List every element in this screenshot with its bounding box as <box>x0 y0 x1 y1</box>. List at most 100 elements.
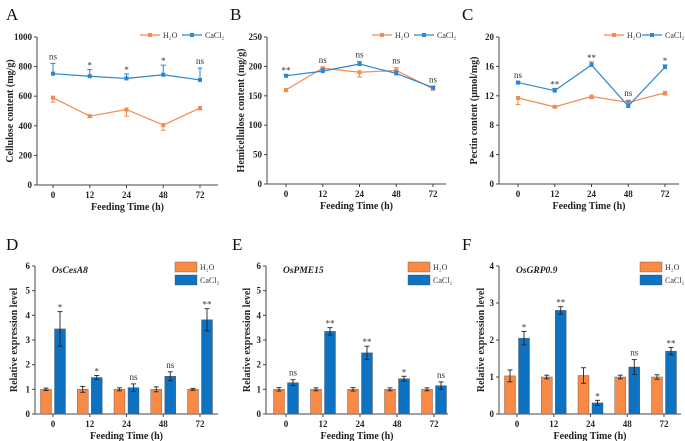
legend-swatch <box>407 274 431 286</box>
y-axis-label: Pectin content (μmol/mg) <box>469 57 480 165</box>
significance-label: ** <box>587 53 597 63</box>
y-tick-label: 20 <box>485 32 495 42</box>
data-point <box>516 80 520 85</box>
bar-h2o <box>384 389 396 415</box>
legend-label: H₂O <box>433 263 448 272</box>
legend-swatch <box>639 261 663 273</box>
x-tick-label: 48 <box>393 419 403 429</box>
x-tick-label: 24 <box>122 419 132 429</box>
x-tick-label: 48 <box>624 189 634 199</box>
data-point <box>124 76 129 81</box>
x-tick-label: 48 <box>392 189 402 199</box>
x-tick-label: 24 <box>122 190 132 200</box>
y-tick-label: 0 <box>490 179 495 189</box>
x-tick-label: 24 <box>586 419 596 429</box>
legend-marker <box>148 33 152 37</box>
legend-label: CaCl₂ <box>433 276 452 285</box>
panel-label: B <box>230 5 241 24</box>
legend-marker <box>380 33 384 37</box>
significance-label: ** <box>326 319 336 329</box>
data-point <box>51 71 55 76</box>
bar-cacl2 <box>665 350 677 415</box>
data-point <box>663 90 667 95</box>
series-line-cacl2 <box>517 64 666 107</box>
legend-marker <box>650 33 654 37</box>
bar-h2o <box>651 376 663 415</box>
bar-h2o <box>310 389 322 415</box>
significance-label: * <box>161 56 166 66</box>
significance-label: * <box>595 391 600 401</box>
x-tick-label: 72 <box>429 189 439 199</box>
y-tick-label: 1000 <box>14 32 33 42</box>
x-tick-label: 24 <box>356 419 366 429</box>
significance-label: * <box>663 56 668 66</box>
data-point <box>87 114 92 119</box>
y-tick-label: 1 <box>490 372 495 382</box>
data-point <box>320 69 325 74</box>
x-tick-label: 12 <box>319 419 329 429</box>
y-tick-label: 800 <box>19 62 33 72</box>
y-tick-label: 50 <box>253 150 263 160</box>
x-tick-label: 12 <box>85 190 95 200</box>
y-tick-label: 0 <box>258 179 263 189</box>
legend-label: H₂O <box>627 31 642 40</box>
significance-label: * <box>124 65 129 75</box>
significance-label: ** <box>203 300 213 310</box>
y-tick-label: 400 <box>19 121 33 131</box>
bar-cacl2 <box>398 378 410 415</box>
bar-cacl2 <box>201 319 213 415</box>
data-point <box>394 71 399 76</box>
y-tick-label: 0 <box>257 409 262 419</box>
y-tick-label: 4 <box>490 261 495 271</box>
y-tick-label: 600 <box>19 91 33 101</box>
x-tick-label: 48 <box>159 419 169 429</box>
data-point <box>626 104 631 109</box>
y-tick-label: 2 <box>26 360 31 370</box>
x-axis-label: Feeding Time (h) <box>321 431 394 441</box>
data-point <box>552 88 557 93</box>
y-tick-label: 3 <box>490 298 495 308</box>
bar-cacl2 <box>555 310 567 415</box>
significance-label: ns <box>630 348 639 358</box>
data-point <box>161 123 166 128</box>
x-tick-label: 0 <box>284 419 289 429</box>
y-tick-label: 4 <box>26 310 31 320</box>
y-tick-label: 1 <box>26 384 31 394</box>
y-axis-label: Cellulose content (mg/g) <box>5 59 16 162</box>
bar-cacl2 <box>91 377 103 415</box>
x-tick-label: 0 <box>51 419 56 429</box>
x-tick-label: 72 <box>661 189 671 199</box>
y-tick-label: 200 <box>19 150 33 160</box>
y-axis-label: Hemicellulose content (mg/g) <box>236 49 247 173</box>
x-tick-label: 12 <box>550 189 560 199</box>
x-axis-label: Feeding Time (h) <box>90 431 163 441</box>
legend-swatch <box>174 261 198 273</box>
y-tick-label: 2 <box>490 335 495 345</box>
data-point <box>284 73 288 78</box>
bar-cacl2 <box>324 331 336 415</box>
bar-h2o <box>541 376 553 415</box>
x-tick-label: 48 <box>159 190 169 200</box>
legend-label: CaCl₂ <box>200 276 219 285</box>
data-point <box>357 70 362 75</box>
y-tick-label: 4 <box>257 310 262 320</box>
x-tick-label: 72 <box>430 419 440 429</box>
bar-h2o <box>187 389 199 415</box>
y-tick-label: 6 <box>26 261 31 271</box>
significance-label: ns <box>429 74 438 84</box>
y-tick-label: 2 <box>257 360 262 370</box>
legend-label: CaCl₂ <box>665 31 684 40</box>
significance-label: ** <box>550 79 560 89</box>
data-point <box>161 72 166 77</box>
significance-label: ns <box>49 51 58 61</box>
panel-label: E <box>232 235 242 254</box>
y-tick-label: 150 <box>249 91 263 101</box>
data-point <box>87 74 92 79</box>
x-tick-label: 12 <box>318 189 328 199</box>
bar-h2o <box>40 389 52 415</box>
y-tick-label: 1 <box>257 384 262 394</box>
data-point <box>394 68 399 73</box>
gene-title: OsCesA8 <box>52 266 88 276</box>
